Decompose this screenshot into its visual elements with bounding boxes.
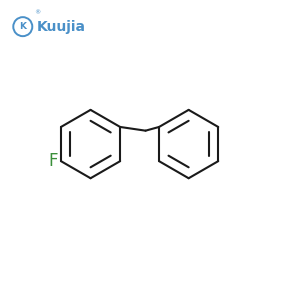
Text: ®: ® bbox=[34, 11, 40, 16]
Text: F: F bbox=[48, 152, 57, 170]
Text: K: K bbox=[19, 22, 26, 31]
Text: Kuujia: Kuujia bbox=[37, 20, 86, 34]
